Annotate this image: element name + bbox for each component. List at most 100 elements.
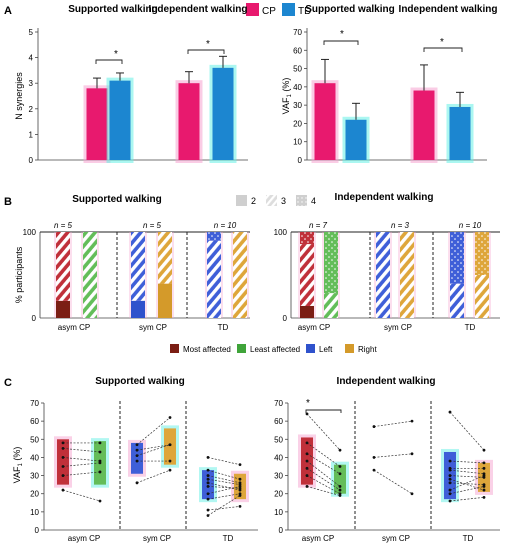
pair-line [207,493,241,500]
data-point [238,485,242,488]
panel-b-label: B [4,196,12,208]
data-point [238,494,242,497]
y-tick-label: 70 [293,28,302,37]
y-tick-label: 0 [29,156,34,165]
b-right-cat-asym: asym CP [298,323,330,332]
legend-label-4: 4 [311,196,316,206]
data-point [448,474,452,477]
legend-swatch-4 [296,195,307,206]
data-point [482,485,486,488]
legend-swatch-left [306,344,315,353]
data-point [448,481,452,485]
c-ylabel-suffix: (%) [12,447,22,464]
range-box [202,470,214,500]
data-point [482,448,486,452]
a-right-title-supported: Supported walking [305,4,394,15]
data-point [135,481,139,485]
bar-segment-2 [158,283,172,318]
range-box [131,442,143,474]
pair-line [449,475,485,478]
y-tick-label: 50 [30,435,39,444]
data-point [482,466,486,470]
data-point [410,419,414,423]
significance-bracket [305,409,342,413]
panel-b-legend: 2 3 4 [236,195,316,206]
legend-swatch-least-affected [237,344,246,353]
chart-b-left: 0 100 [23,228,250,323]
data-point [206,492,210,496]
a-left-title-supported: Supported walking [68,4,157,15]
legend-swatch-cp [246,3,259,16]
pair-line [449,475,485,491]
data-point [206,474,210,477]
data-point [61,446,65,450]
data-point [135,443,139,447]
bar-hatch [400,232,414,318]
a-left-ylabel: N synergies [14,72,24,120]
pair-line [136,444,171,456]
data-point [135,454,139,458]
c-left-cat-asym: asym CP [68,534,100,543]
y-tick-label: 2 [29,105,34,114]
a-right-ylabel-suffix: (%) [281,78,291,95]
data-point [448,492,452,496]
b-left-categories: asym CP sym CP TD [58,323,229,332]
y-tick-label: 100 [274,228,288,237]
c-right-cat-td: TD [463,534,474,543]
a-right-ylabel: VAF1 (%) [281,78,293,115]
data-point [206,514,210,517]
bar-hatch [158,232,172,284]
pair-line [207,486,241,495]
y-tick-label: 30 [274,472,283,481]
c-right-sig: * [306,398,310,409]
y-tick-label: 40 [274,453,283,462]
legend-swatch-3 [266,195,277,206]
data-point [238,505,242,508]
data-point [448,410,452,414]
pair-line [62,489,101,502]
chart-a-right: 0 10 20 30 40 50 60 70 [293,28,487,165]
data-point [448,488,452,492]
pair-line [449,496,485,502]
data-point [482,488,486,492]
legend-label-cp: CP [262,6,276,17]
b-right-count-td: n = 10 [459,221,482,230]
b-right-counts: n = 7 n = 3 n = 10 [309,221,482,230]
data-point [206,456,210,459]
bar-cp [86,88,108,160]
b-right-title: Independent walking [335,192,434,203]
y-tick-label: 30 [30,472,39,481]
data-point [372,425,376,428]
legend-label-td: TD [298,6,311,17]
c-ylabel-sub: 1 [18,463,24,467]
b-ylabel: % participants [14,246,24,303]
b-right-cat-sym: sym CP [384,323,412,332]
y-tick-label: 10 [274,508,283,517]
data-point [98,499,102,503]
data-point [305,474,309,477]
b-left-cat-sym: sym CP [139,323,167,332]
data-point [168,443,172,447]
data-point [135,448,139,452]
chart-a-left: 0 1 2 3 4 5 [29,28,248,165]
data-point [238,477,242,481]
a-right-sig-supported: * [340,29,344,40]
a-left-title-independent: Independent walking [149,4,248,15]
pair-line [207,495,241,516]
b-right-categories: asym CP sym CP TD [298,323,476,332]
pair-line [136,417,171,445]
data-point [482,461,486,465]
data-point [410,452,414,456]
pair-line [449,460,485,464]
data-point [372,456,376,459]
pair-line [62,471,101,476]
data-point [206,485,210,488]
pair-line [306,486,341,496]
data-point [448,499,452,503]
panel-a-label: A [4,5,12,17]
c-right-title: Independent walking [337,376,436,387]
y-tick-label: 60 [293,46,302,55]
legend-label-left: Left [319,345,333,354]
data-point [168,468,172,472]
y-tick-label: 100 [23,228,37,237]
